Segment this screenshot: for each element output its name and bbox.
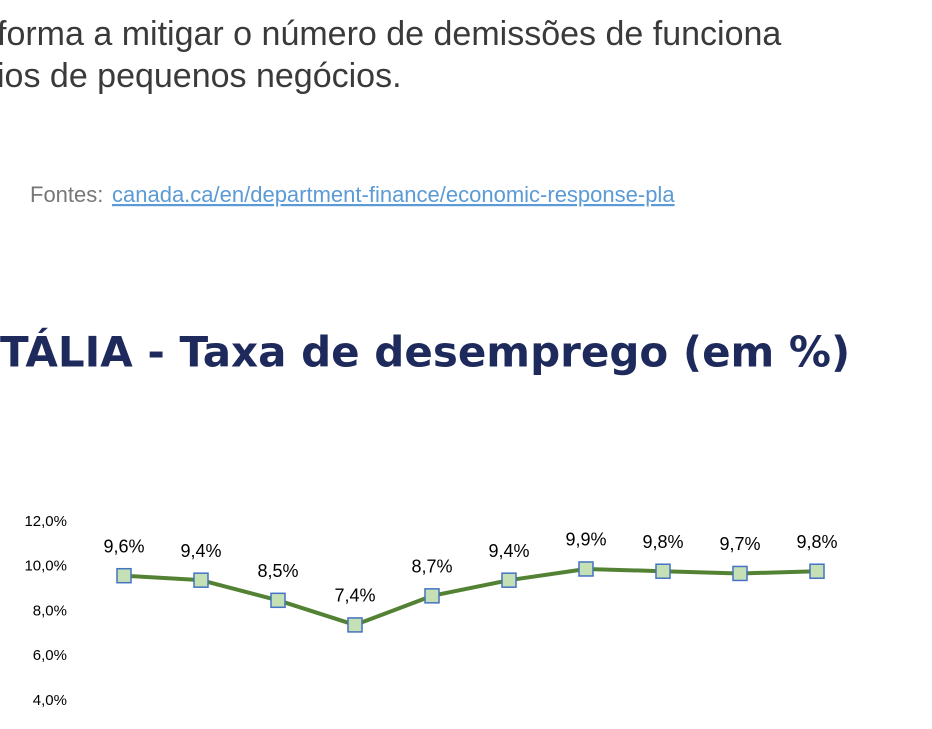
- y-tick-label: 12,0%: [24, 513, 67, 530]
- data-label: 9,4%: [180, 541, 221, 561]
- marker: [116, 567, 132, 584]
- data-label: 7,4%: [334, 586, 375, 606]
- line: [123, 566, 818, 627]
- y-tick-label: 10,0%: [24, 558, 67, 575]
- marker: [732, 565, 748, 582]
- data-label: 9,8%: [796, 532, 837, 552]
- y-tick-label: 8,0%: [33, 602, 67, 619]
- sources-link[interactable]: canada.ca/en/department-finance/economic…: [112, 182, 675, 207]
- y-tick-label: 4,0%: [33, 692, 67, 709]
- marker: [347, 617, 363, 633]
- marker: [655, 563, 671, 579]
- data-label: 8,5%: [257, 561, 298, 581]
- data-label: 8,7%: [411, 557, 452, 577]
- marker: [578, 561, 594, 577]
- marker: [270, 592, 286, 609]
- marker: [501, 572, 517, 588]
- data-label: 9,7%: [719, 534, 760, 554]
- sources-label: Fontes:: [30, 182, 103, 207]
- data-label: 9,4%: [488, 541, 529, 561]
- data-label: 9,8%: [642, 532, 683, 552]
- data-label: 9,9%: [565, 530, 606, 550]
- y-tick-label: 6,0%: [33, 647, 67, 664]
- data-label: 9,6%: [103, 536, 144, 556]
- paragraph-line: forma a mitigar o número de demissões de…: [0, 15, 781, 53]
- sources: Fontes: canada.ca/en/department-finance/e…: [30, 182, 675, 207]
- marker: [809, 563, 825, 579]
- marker: [424, 588, 440, 604]
- chart-title: TÁLIA - Taxa de desemprego (em %): [0, 327, 850, 377]
- paragraph-line: ios de pequenos negócios.: [0, 57, 402, 95]
- marker: [193, 572, 209, 588]
